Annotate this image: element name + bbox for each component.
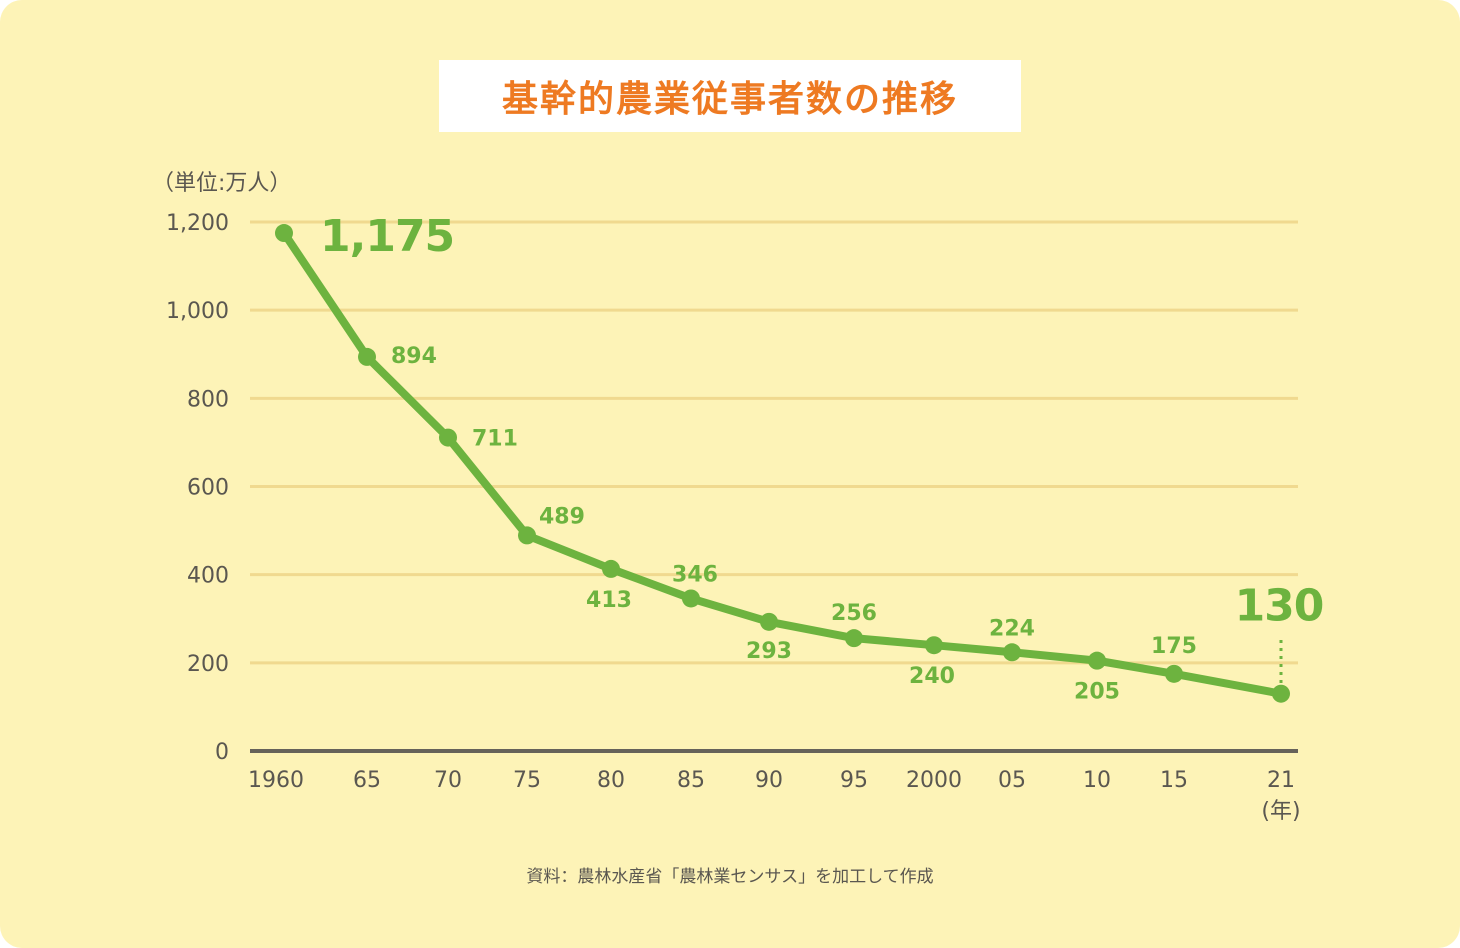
data-point — [1165, 664, 1183, 683]
data-point — [1272, 684, 1290, 703]
data-point — [925, 636, 943, 655]
highlight-value-label: 1,175 — [320, 211, 454, 262]
data-label: 413 — [586, 588, 632, 613]
data-label: 205 — [1074, 680, 1120, 705]
data-line — [280, 229, 1285, 698]
data-point — [1003, 643, 1021, 662]
chart-title: 基幹的農業従事者数の推移 — [501, 79, 958, 120]
x-tick-label: 95 — [840, 768, 868, 793]
source-note: 資料：農林水産省「農林業センサス」を加工して作成 — [526, 867, 934, 887]
data-point — [358, 347, 376, 366]
x-tick-label: 05 — [998, 768, 1026, 793]
x-tick-label: 1960 — [248, 768, 304, 793]
data-point — [845, 629, 863, 648]
y-tick-label: 1,200 — [166, 211, 229, 236]
y-tick-label: 0 — [215, 740, 229, 765]
data-label: 346 — [672, 562, 718, 587]
data-point — [439, 428, 457, 447]
x-tick-label: 2000 — [906, 768, 962, 793]
data-label: 293 — [746, 639, 792, 664]
y-tick-label: 1,000 — [166, 299, 229, 324]
highlight-value-label: 130 — [1235, 581, 1324, 632]
data-point — [682, 589, 700, 608]
x-tick-label: 90 — [755, 768, 783, 793]
x-tick-label: 85 — [677, 768, 705, 793]
data-point — [275, 224, 293, 243]
y-tick-label: 800 — [187, 387, 229, 412]
x-tick-label: 10 — [1083, 768, 1111, 793]
y-tick-label: 200 — [187, 652, 229, 677]
data-label: 240 — [909, 664, 955, 689]
y-tick-label: 600 — [187, 476, 229, 501]
data-point — [602, 559, 620, 578]
x-tick-label: 21 — [1267, 768, 1295, 793]
data-point — [760, 612, 778, 631]
x-tick-label: 80 — [597, 768, 625, 793]
x-tick-label: 15 — [1160, 768, 1188, 793]
title-box: 基幹的農業従事者数の推移 — [439, 60, 1021, 132]
x-tick-label: 65 — [353, 768, 381, 793]
data-label: 894 — [391, 344, 437, 369]
x-tick-label: 75 — [513, 768, 541, 793]
data-label: 256 — [831, 601, 877, 626]
y-tick-label: 400 — [187, 564, 229, 589]
data-point — [1088, 651, 1106, 670]
data-label: 711 — [472, 427, 518, 452]
data-point — [518, 526, 536, 545]
data-label: 175 — [1151, 634, 1197, 659]
y-unit-label: （単位:万人） — [152, 171, 292, 196]
x-tick-label: 70 — [434, 768, 462, 793]
x-unit-label: (年) — [1261, 799, 1300, 824]
data-label: 489 — [539, 504, 585, 529]
data-label: 224 — [989, 616, 1035, 641]
